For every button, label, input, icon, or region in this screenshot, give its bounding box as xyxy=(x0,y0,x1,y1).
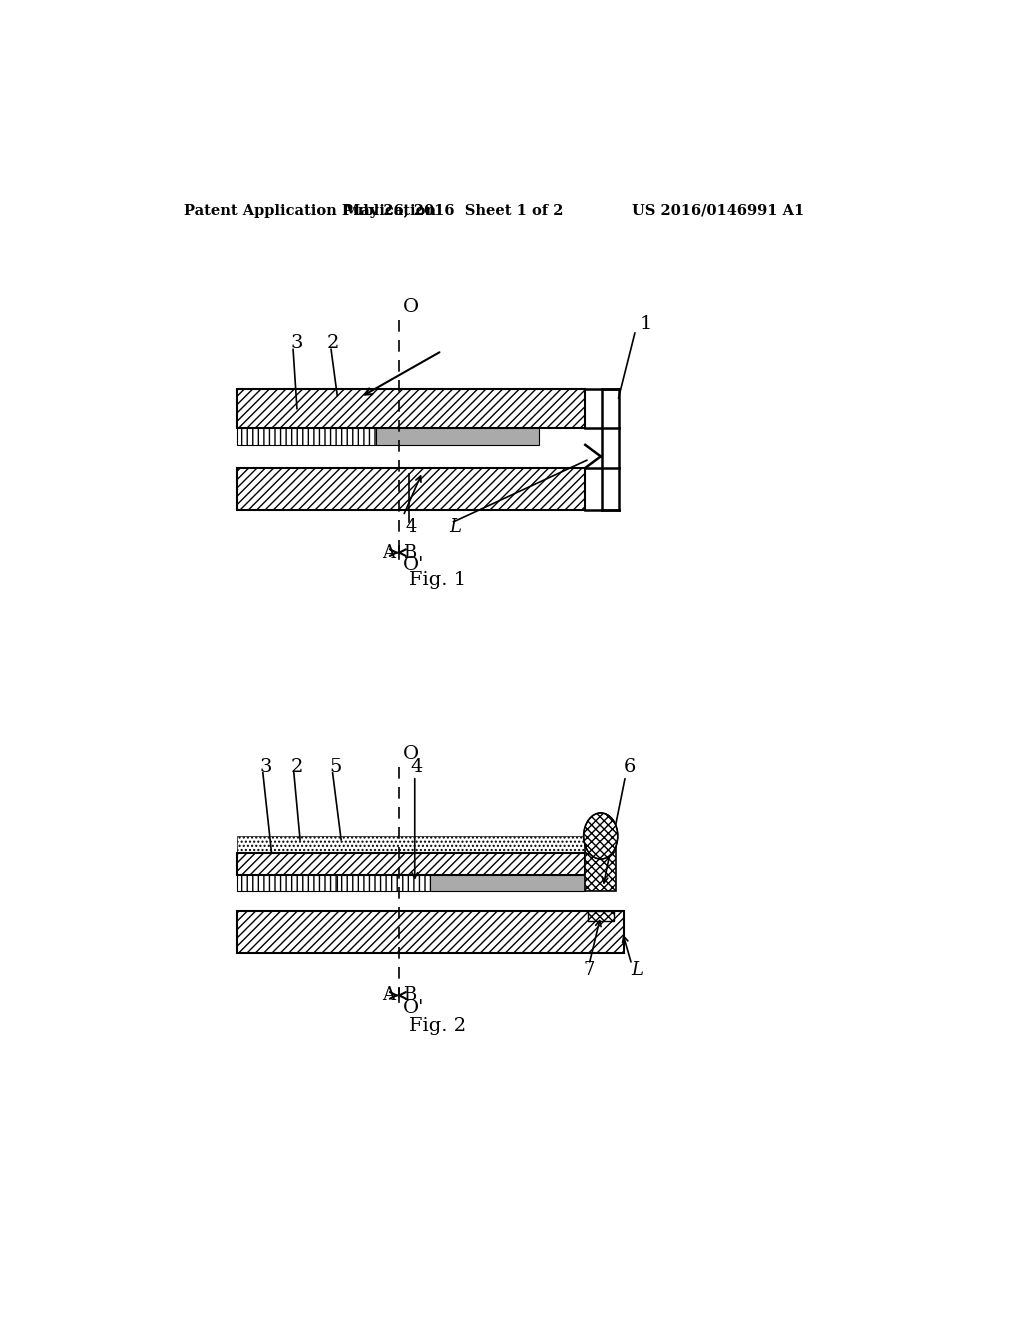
Bar xyxy=(237,875,337,891)
Text: L: L xyxy=(450,519,462,536)
Text: 2: 2 xyxy=(328,334,340,352)
Bar xyxy=(237,911,624,953)
Bar xyxy=(237,469,586,511)
Text: 2: 2 xyxy=(291,758,303,776)
Text: 3: 3 xyxy=(260,758,272,776)
Bar xyxy=(237,389,586,428)
Text: May 26, 2016  Sheet 1 of 2: May 26, 2016 Sheet 1 of 2 xyxy=(344,203,563,218)
Text: 6: 6 xyxy=(624,758,636,776)
Bar xyxy=(430,875,586,891)
Bar xyxy=(376,428,539,445)
Text: 5: 5 xyxy=(330,758,342,776)
Text: 3: 3 xyxy=(291,334,303,352)
Text: 4: 4 xyxy=(411,758,423,776)
Text: Fig. 1: Fig. 1 xyxy=(410,570,467,589)
Text: US 2016/0146991 A1: US 2016/0146991 A1 xyxy=(632,203,804,218)
Text: O: O xyxy=(403,298,419,317)
Text: Fig. 2: Fig. 2 xyxy=(410,1018,467,1035)
Bar xyxy=(237,428,376,445)
Text: O': O' xyxy=(403,999,425,1018)
Text: 1: 1 xyxy=(640,315,652,333)
Text: B: B xyxy=(403,986,417,1005)
Bar xyxy=(337,875,430,891)
Text: A: A xyxy=(382,544,395,561)
Bar xyxy=(237,853,586,875)
Ellipse shape xyxy=(584,813,617,859)
Text: O: O xyxy=(403,744,419,763)
Text: 4: 4 xyxy=(406,519,417,536)
Bar xyxy=(586,836,616,891)
Text: A: A xyxy=(382,986,395,1005)
Text: O': O' xyxy=(403,557,425,574)
Text: Patent Application Publication: Patent Application Publication xyxy=(183,203,436,218)
Text: B: B xyxy=(403,544,417,561)
Bar xyxy=(237,836,586,853)
Text: 7: 7 xyxy=(584,961,595,979)
Text: L: L xyxy=(632,961,644,979)
Bar xyxy=(588,911,614,921)
